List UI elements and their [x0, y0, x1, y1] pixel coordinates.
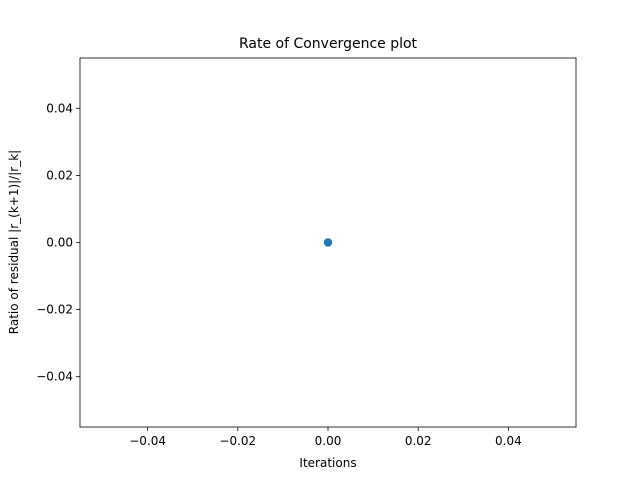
x-tick-label: −0.04	[129, 434, 166, 448]
x-tick-label: 0.02	[405, 434, 432, 448]
x-tick-label: 0.00	[315, 434, 342, 448]
data-point	[323, 238, 333, 247]
y-tick-label: 0.02	[46, 168, 73, 182]
y-tick-label: −0.02	[36, 303, 73, 317]
x-tick-label: −0.02	[219, 434, 256, 448]
y-tick-label: −0.04	[36, 370, 73, 384]
x-axis-title: Iterations	[299, 456, 356, 470]
chart-title: Rate of Convergence plot	[239, 36, 418, 52]
y-tick-label: 0.04	[46, 101, 73, 115]
y-tick-label: 0.00	[46, 236, 73, 250]
x-tick-label: 0.04	[495, 434, 522, 448]
plot-area: −0.04 −0.02 0.00 0.02 0.04 −0.04 −0.02 0.00 0.02…	[36, 57, 577, 448]
y-axis-title: Ratio of residual |r_(k+1)|/|r_k|	[7, 150, 21, 334]
axes-frame	[79, 57, 577, 428]
